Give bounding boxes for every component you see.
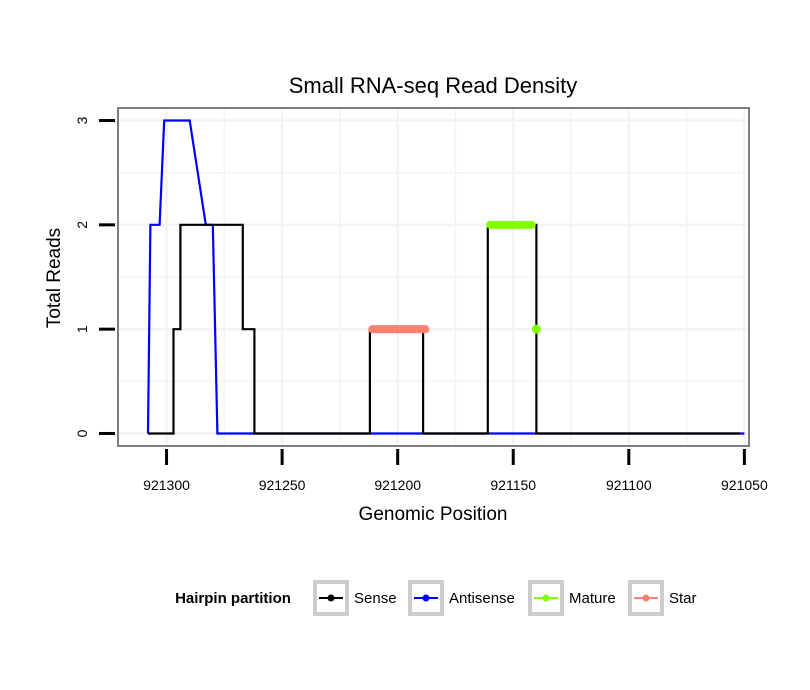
- x-tick-label: 921200: [374, 477, 421, 493]
- y-tick-label: 3: [74, 116, 90, 124]
- x-tick-label: 921250: [259, 477, 306, 493]
- y-tick-label: 2: [74, 221, 90, 229]
- x-tick-label: 921150: [490, 477, 536, 493]
- legend: Hairpin partition Sense Antisense Mature St…: [175, 580, 697, 616]
- x-tick-label: 921050: [721, 477, 768, 493]
- legend-label-mature: Mature: [569, 590, 616, 607]
- axis-layer: 921300 921250 921200 921150 921100 921050 0 1 2 3: [74, 116, 768, 493]
- legend-key-point: [422, 594, 430, 602]
- series-point-mature: [531, 324, 541, 334]
- legend-label-sense: Sense: [354, 590, 397, 607]
- legend-label-star: Star: [669, 590, 697, 607]
- series-line-antisense: [146, 119, 745, 435]
- series-layer: [146, 119, 745, 435]
- legend-label-antisense: Antisense: [449, 590, 515, 607]
- plot-grid: [118, 108, 749, 446]
- plot-panel-border: [117, 107, 750, 447]
- y-tick-label: 1: [74, 325, 90, 333]
- chart-title: Small RNA-seq Read Density: [289, 73, 578, 98]
- legend-key-point: [642, 594, 650, 602]
- y-tick-label: 0: [74, 429, 90, 437]
- legend-key-point: [542, 594, 550, 602]
- y-axis-title: Total Reads: [44, 228, 65, 328]
- x-axis-title: Genomic Position: [359, 504, 508, 525]
- legend-title: Hairpin partition: [175, 590, 291, 607]
- x-tick-label: 921100: [606, 477, 652, 493]
- x-tick-label: 921300: [143, 477, 190, 493]
- legend-key-point: [327, 594, 335, 602]
